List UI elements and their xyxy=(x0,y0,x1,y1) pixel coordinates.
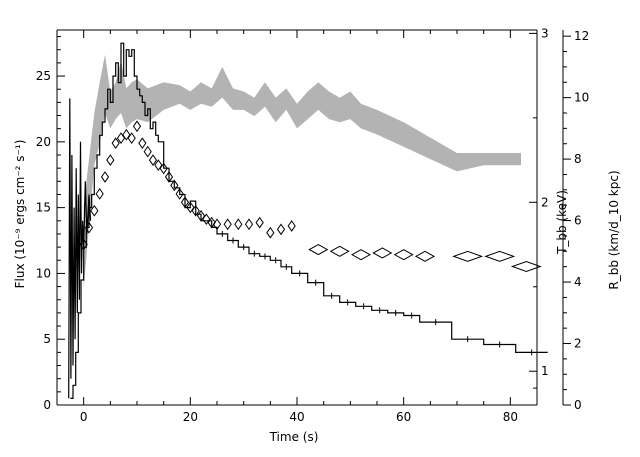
temperature-point xyxy=(100,171,110,183)
temperature-point xyxy=(180,196,190,209)
temperature-point xyxy=(111,137,120,150)
temperature-point xyxy=(191,204,200,217)
x-tick-label: 40 xyxy=(289,410,304,424)
temperature-point xyxy=(164,171,174,183)
y-left-tick-label: 5 xyxy=(43,332,51,346)
temperature-point xyxy=(255,216,264,229)
temperature-point xyxy=(170,179,179,192)
temperature-point xyxy=(116,132,126,144)
temperature-point xyxy=(393,249,414,261)
temperature-point xyxy=(90,204,99,217)
temperature-point xyxy=(212,218,222,231)
x-tick-label: 0 xyxy=(80,410,88,424)
y-left-tick-label: 25 xyxy=(36,69,51,83)
temperature-point xyxy=(143,145,152,158)
labels-layer: Time (s) Flux (10⁻⁹ ergs cm⁻² s⁻¹) T_bb … xyxy=(13,140,621,444)
temperature-point xyxy=(132,120,142,133)
y-left-tick-label: 15 xyxy=(36,201,51,215)
temperature-point xyxy=(95,187,104,200)
y-radius-tick-label: 0 xyxy=(574,398,582,412)
y-radius-tick-label: 4 xyxy=(574,275,582,289)
temperature-point xyxy=(159,162,168,175)
temperature-point xyxy=(452,250,484,262)
temperature-point xyxy=(79,238,88,251)
flux-step-line xyxy=(70,42,548,399)
x-tick-label: 60 xyxy=(396,410,411,424)
temperature-point xyxy=(414,250,436,262)
temperature-point xyxy=(510,260,542,273)
y-axis-temperature-title: T_bb (keV) xyxy=(555,190,569,255)
temperature-point xyxy=(244,218,254,231)
temperature-point xyxy=(186,201,195,214)
temperature-diamonds-layer xyxy=(79,120,542,273)
temperature-point xyxy=(287,220,296,232)
temperature-point xyxy=(106,154,115,166)
series-layer xyxy=(68,42,548,399)
y-radius-tick-label: 6 xyxy=(574,214,582,228)
temperature-point xyxy=(175,187,184,200)
radius-band xyxy=(83,54,521,289)
flux-early-line xyxy=(68,98,92,399)
y-radius-tick-label: 8 xyxy=(574,152,582,166)
temperature-point xyxy=(84,221,94,234)
x-axis-title: Time (s) xyxy=(269,430,319,444)
y-left-tick-label: 20 xyxy=(36,135,51,149)
y-radius-tick-label: 12 xyxy=(574,29,589,43)
temperature-point xyxy=(350,249,372,261)
x-tick-label: 20 xyxy=(183,410,198,424)
y-left-tick-label: 10 xyxy=(36,266,51,280)
temperature-point xyxy=(234,218,243,231)
radius-band-layer xyxy=(83,54,521,289)
temperature-point xyxy=(154,159,163,172)
temperature-point xyxy=(329,245,350,257)
y-left-tick-label: 0 xyxy=(43,398,51,412)
y-temperature-tick-label: 1 xyxy=(541,364,549,378)
temperature-point xyxy=(148,154,158,166)
y-temperature-tick-label: 2 xyxy=(541,195,549,209)
temperature-point xyxy=(308,244,329,256)
temperature-point xyxy=(127,132,136,144)
y-radius-tick-label: 10 xyxy=(574,91,589,105)
temperature-point xyxy=(202,213,211,226)
temperature-point xyxy=(196,209,206,222)
temperature-point xyxy=(122,128,131,141)
y-temperature-tick-label: 3 xyxy=(541,26,549,40)
temperature-point xyxy=(138,137,147,150)
y-radius-tick-label: 2 xyxy=(574,337,582,351)
temperature-point xyxy=(484,250,516,262)
temperature-point xyxy=(372,247,393,259)
temperature-point xyxy=(276,223,286,236)
y-axis-left-title: Flux (10⁻⁹ ergs cm⁻² s⁻¹) xyxy=(13,140,27,289)
temperature-point xyxy=(223,218,232,231)
temperature-point xyxy=(266,226,275,239)
x-tick-label: 80 xyxy=(503,410,518,424)
y-axis-radius-title: R_bb (km/d_10 kpc) xyxy=(607,170,621,289)
